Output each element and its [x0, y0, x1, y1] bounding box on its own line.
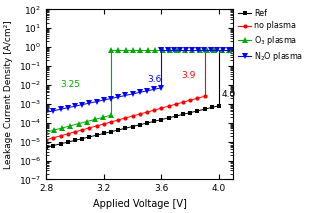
no plasma [203, 95, 206, 98]
no plasma [44, 138, 48, 141]
no plasma [138, 113, 142, 115]
no plasma [116, 119, 120, 121]
Line: Ref: Ref [44, 104, 221, 149]
N$_2$O plasma [73, 105, 77, 108]
N$_2$O plasma [138, 91, 142, 94]
Ref [51, 144, 55, 147]
no plasma [181, 101, 185, 104]
Ref [109, 130, 113, 133]
N$_2$O plasma [109, 97, 113, 100]
no plasma [123, 117, 127, 119]
Ref [88, 136, 91, 138]
no plasma [131, 115, 134, 117]
O$_3$ plasma [44, 131, 48, 134]
no plasma [174, 103, 178, 105]
Ref [167, 117, 171, 119]
Ref [138, 124, 142, 126]
N$_2$O plasma [145, 90, 149, 92]
N$_2$O plasma [123, 94, 127, 97]
no plasma [88, 127, 91, 129]
no plasma [59, 135, 62, 137]
O$_3$ plasma [101, 116, 105, 119]
no plasma [167, 105, 171, 107]
Ref [44, 146, 48, 149]
Ref [181, 113, 185, 116]
N$_2$O plasma [102, 99, 106, 101]
O$_3$ plasma [52, 129, 56, 131]
no plasma [80, 129, 84, 131]
N$_2$O plasma [131, 93, 134, 95]
Ref [80, 137, 84, 140]
N$_2$O plasma [44, 111, 48, 114]
no plasma [188, 99, 192, 102]
Ref [116, 129, 120, 131]
Text: 3.9: 3.9 [181, 71, 196, 80]
O$_3$ plasma [85, 120, 89, 123]
no plasma [66, 132, 70, 135]
Ref [152, 120, 156, 123]
Ref [66, 141, 70, 143]
O$_3$ plasma [77, 122, 80, 125]
Ref [102, 132, 106, 135]
Ref [145, 122, 149, 124]
N$_2$O plasma [51, 109, 55, 112]
no plasma [51, 137, 55, 139]
N$_2$O plasma [59, 108, 62, 111]
N$_2$O plasma [66, 106, 70, 109]
Line: no plasma: no plasma [44, 94, 207, 142]
no plasma [160, 107, 163, 109]
N$_2$O plasma [160, 86, 163, 89]
Ref [217, 104, 221, 107]
N$_2$O plasma [116, 96, 120, 98]
N$_2$O plasma [95, 100, 98, 103]
Ref [196, 110, 199, 112]
Ref [188, 111, 192, 114]
Text: 3.25: 3.25 [61, 81, 80, 89]
no plasma [109, 121, 113, 123]
no plasma [95, 125, 98, 127]
no plasma [152, 109, 156, 111]
O$_3$ plasma [61, 127, 64, 129]
O$_3$ plasma [93, 118, 97, 121]
Ref [123, 127, 127, 130]
N$_2$O plasma [152, 88, 156, 91]
no plasma [196, 97, 199, 99]
no plasma [73, 131, 77, 133]
N$_2$O plasma [80, 103, 84, 106]
Line: N$_2$O plasma: N$_2$O plasma [43, 85, 164, 115]
X-axis label: Applied Voltage [V]: Applied Voltage [V] [93, 199, 187, 209]
O$_3$ plasma [68, 125, 72, 127]
Line: O$_3$ plasma: O$_3$ plasma [43, 112, 114, 135]
Y-axis label: Leakage Current Density [A/cm²]: Leakage Current Density [A/cm²] [4, 20, 13, 169]
Ref [73, 139, 77, 142]
Ref [160, 118, 163, 121]
Ref [95, 134, 98, 137]
Legend: Ref, no plasma, O$_3$ plasma, N$_2$O plasma: Ref, no plasma, O$_3$ plasma, N$_2$O pla… [235, 6, 306, 66]
Text: 4.0: 4.0 [222, 90, 236, 99]
no plasma [102, 123, 106, 125]
no plasma [145, 111, 149, 113]
O$_3$ plasma [109, 114, 113, 117]
Text: 3.6: 3.6 [147, 75, 161, 84]
N$_2$O plasma [88, 102, 91, 104]
Ref [174, 115, 178, 117]
Ref [131, 125, 134, 128]
Ref [210, 106, 214, 109]
Ref [203, 108, 206, 111]
Ref [59, 142, 62, 145]
